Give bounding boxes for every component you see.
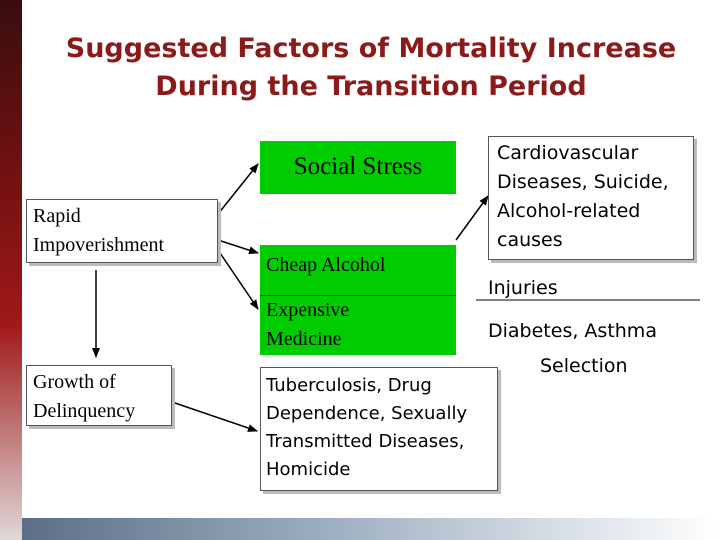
expensive-medicine-label: Expensive Medicine <box>266 296 349 354</box>
tuberculosis-line-4: Homicide <box>266 459 351 480</box>
cheap-alcohol-label: Cheap Alcohol <box>266 254 386 276</box>
tuberculosis-line-3: Transmitted Diseases, <box>266 431 465 452</box>
cardiovascular-line-3: Alcohol-related <box>497 200 641 222</box>
title-line-1: Suggested Factors of Mortality Increase <box>65 33 677 64</box>
rapid-impoverishment-line-1: Rapid <box>33 205 81 227</box>
rapid-impoverishment-box: Rapid Impoverishment <box>26 199 218 263</box>
arrow-to-expensive-medicine <box>217 249 259 310</box>
bottom-decorative-bar <box>22 518 720 540</box>
slide-title: Suggested Factors of Mortality Increase … <box>22 30 720 106</box>
arrow-to-tuberculosis <box>171 401 258 432</box>
tuberculosis-box: Tuberculosis, Drug Dependence, Sexually … <box>260 367 498 491</box>
arrow-to-cardiovascular <box>455 195 489 241</box>
tuberculosis-line-2: Dependence, Sexually <box>266 403 468 424</box>
expensive-medicine-line-1: Expensive <box>266 299 350 321</box>
cardiovascular-line-2: Diseases, Suicide, <box>497 171 669 193</box>
growth-of-delinquency-line-1: Growth of <box>33 371 116 393</box>
green-panel-divider <box>260 295 456 296</box>
growth-of-delinquency-line-2: Delinquency <box>33 400 136 422</box>
social-stress-box: Social Stress <box>260 141 456 194</box>
cardiovascular-line-4: causes <box>497 229 563 251</box>
cardiovascular-box: Cardiovascular Diseases, Suicide, Alcoho… <box>488 136 694 260</box>
cardiovascular-line-1: Cardiovascular <box>497 142 639 164</box>
social-stress-label: Social Stress <box>293 153 423 180</box>
left-decorative-bar <box>0 0 22 540</box>
growth-of-delinquency-box: Growth of Delinquency <box>26 365 172 426</box>
arrow-to-social-stress <box>217 163 259 215</box>
injuries-label: Injuries <box>488 277 558 299</box>
arrow-to-cheap-alcohol <box>217 239 259 255</box>
rapid-impoverishment-line-2: Impoverishment <box>33 234 165 256</box>
tuberculosis-line-1: Tuberculosis, Drug <box>266 375 432 396</box>
diabetes-asthma-label: Diabetes, Asthma <box>488 320 657 342</box>
expensive-medicine-line-2: Medicine <box>266 328 342 350</box>
green-factors-panel: Cheap Alcohol Expensive Medicine <box>260 245 456 355</box>
selection-label: Selection <box>540 355 628 377</box>
title-line-2: During the Transition Period <box>155 71 587 102</box>
